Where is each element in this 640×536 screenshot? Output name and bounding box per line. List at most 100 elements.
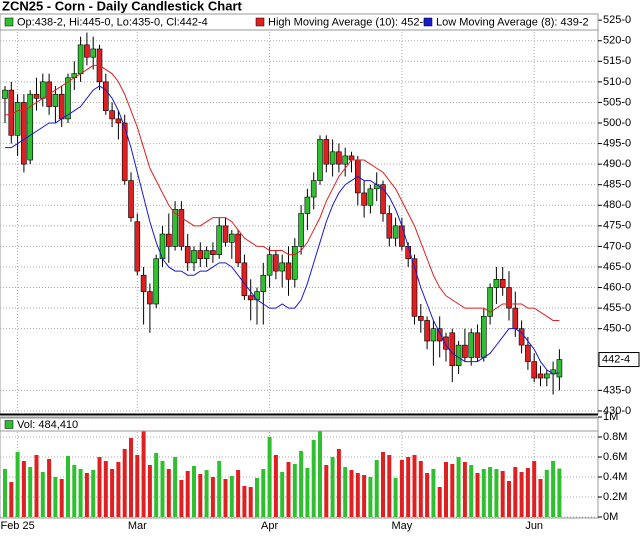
volume-bar bbox=[444, 462, 448, 517]
y-tick-label: 510-0 bbox=[603, 76, 631, 88]
volume-bar bbox=[557, 468, 562, 517]
y-tick-label: 525-0 bbox=[603, 14, 631, 26]
candle-body bbox=[27, 93, 34, 161]
y-tick-label: 455-0 bbox=[603, 302, 631, 314]
candle-body bbox=[525, 344, 531, 362]
volume-bar bbox=[59, 479, 64, 517]
y-tick-label: 450-0 bbox=[603, 323, 631, 335]
volume-bar bbox=[456, 457, 461, 517]
volume-legend: Vol: 484,410 bbox=[0, 417, 599, 432]
volume-bar bbox=[166, 469, 171, 517]
candle-body bbox=[474, 332, 481, 358]
y2-tick-label: 0.8M bbox=[603, 431, 627, 443]
candle-body bbox=[134, 221, 141, 272]
candle-body bbox=[109, 110, 115, 120]
y-tick-label: 470-0 bbox=[603, 240, 631, 252]
x-tick-label: Mar bbox=[128, 520, 147, 532]
candle-body bbox=[191, 250, 197, 264]
candle-body bbox=[468, 332, 475, 358]
volume-bar bbox=[173, 457, 178, 517]
legend-swatch bbox=[423, 17, 433, 27]
y-tick-label: 500-0 bbox=[603, 117, 631, 129]
volume-bar bbox=[91, 470, 96, 517]
candle-body bbox=[499, 279, 506, 288]
volume-bar bbox=[412, 455, 417, 517]
candle-body bbox=[216, 225, 222, 255]
candle-body bbox=[380, 184, 386, 214]
volume-bar bbox=[311, 440, 316, 517]
candle-body bbox=[153, 258, 159, 305]
volume-bar bbox=[286, 462, 291, 517]
volume-bar bbox=[374, 460, 379, 517]
volume-bar bbox=[330, 457, 335, 517]
y2-tick-label: 0.4M bbox=[603, 471, 627, 483]
candle-body bbox=[128, 180, 134, 218]
volume-bar bbox=[469, 465, 474, 517]
y-tick-label: 515-0 bbox=[603, 55, 631, 67]
volume-bar bbox=[242, 486, 247, 517]
volume-bar bbox=[336, 449, 341, 517]
candle-body bbox=[229, 233, 235, 243]
y-tick-label: 505-0 bbox=[603, 96, 631, 108]
volume-bar bbox=[192, 466, 196, 517]
volume-bar bbox=[236, 470, 241, 517]
candle-body bbox=[8, 89, 15, 136]
candle-body bbox=[14, 102, 21, 136]
volume-bar bbox=[544, 470, 549, 517]
candle-body bbox=[266, 254, 273, 276]
candle-body bbox=[443, 336, 449, 350]
candle-body bbox=[21, 102, 27, 165]
volume-bar bbox=[53, 477, 58, 517]
volume-bar bbox=[431, 469, 436, 517]
volume-bar bbox=[475, 473, 480, 517]
candle-body bbox=[58, 93, 65, 120]
volume-bar bbox=[3, 469, 7, 517]
volume-label: Vol: 484,410 bbox=[17, 419, 78, 431]
candle-body bbox=[487, 287, 493, 317]
volume-bar bbox=[47, 459, 52, 517]
last-price-label: 442-4 bbox=[602, 353, 630, 365]
volume-bar bbox=[122, 449, 127, 517]
candle-body bbox=[493, 279, 500, 288]
candle-body bbox=[462, 344, 468, 358]
volume-bar bbox=[318, 429, 322, 517]
candle-body bbox=[39, 81, 46, 99]
y-tick-label: 495-0 bbox=[603, 137, 631, 149]
volume-bar bbox=[34, 455, 39, 517]
candle-body bbox=[121, 122, 128, 181]
volume-bar bbox=[324, 465, 329, 517]
volume-bar bbox=[135, 455, 140, 517]
volume-bar bbox=[21, 461, 26, 517]
candle-body bbox=[52, 93, 59, 107]
x-tick-label: Apr bbox=[261, 520, 278, 532]
volume-bar bbox=[15, 452, 20, 517]
volume-bar bbox=[299, 451, 304, 517]
y2-tick-label: 0.2M bbox=[603, 491, 627, 503]
volume-bar bbox=[267, 437, 272, 517]
volume-bar bbox=[280, 472, 285, 517]
candle-body bbox=[172, 209, 178, 247]
volume-bar bbox=[28, 467, 33, 517]
y-tick-label: 520-0 bbox=[603, 35, 631, 47]
legend-swatch bbox=[4, 17, 14, 27]
candle-body bbox=[392, 225, 399, 239]
volume-bar bbox=[494, 469, 499, 517]
volume-bar bbox=[362, 475, 367, 517]
volume-bar bbox=[198, 474, 203, 517]
volume-bar bbox=[519, 472, 524, 517]
legend: Op:438-2, Hi:445-0, Lo:435-0, Cl:442-4 H… bbox=[0, 13, 599, 31]
chart-title: ZCN25 - Corn - Daily Candlestick Chart bbox=[2, 0, 242, 13]
legend-swatch bbox=[255, 17, 265, 27]
candle-body bbox=[241, 262, 248, 297]
candle-body bbox=[115, 118, 122, 124]
candle-body bbox=[506, 287, 512, 309]
moving-average-line bbox=[5, 85, 560, 375]
volume-bar bbox=[532, 461, 537, 517]
candle-body bbox=[184, 246, 191, 264]
candle-body bbox=[260, 274, 267, 292]
candle-body bbox=[222, 225, 229, 243]
volume-bar bbox=[110, 469, 115, 517]
candle-body bbox=[518, 328, 525, 346]
x-tick-label: May bbox=[392, 520, 413, 532]
